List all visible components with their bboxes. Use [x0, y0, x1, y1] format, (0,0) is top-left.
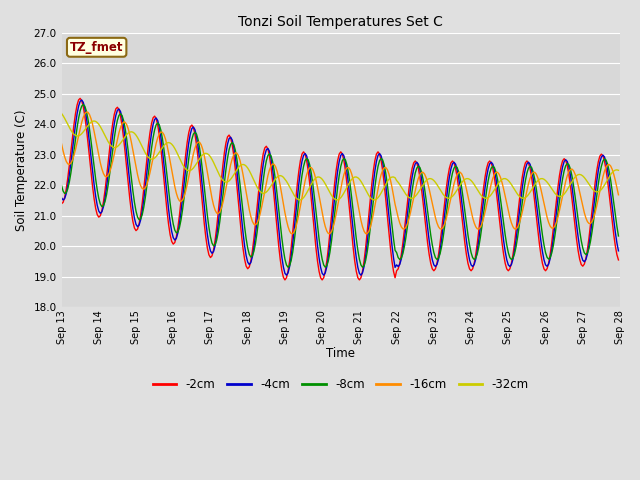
-16cm — [253, 220, 261, 226]
-2cm — [58, 201, 65, 206]
-32cm — [224, 179, 232, 185]
-8cm — [284, 264, 292, 270]
-32cm — [296, 197, 304, 203]
-8cm — [614, 233, 622, 239]
X-axis label: Time: Time — [326, 347, 355, 360]
-4cm — [253, 218, 261, 224]
Line: -4cm: -4cm — [61, 100, 618, 275]
-2cm — [244, 266, 252, 272]
-16cm — [127, 139, 135, 145]
-8cm — [79, 102, 87, 108]
-2cm — [614, 257, 622, 263]
-16cm — [58, 141, 65, 147]
Legend: -2cm, -4cm, -8cm, -16cm, -32cm: -2cm, -4cm, -8cm, -16cm, -32cm — [148, 373, 534, 396]
-32cm — [126, 129, 134, 135]
-8cm — [305, 157, 312, 163]
-32cm — [252, 181, 259, 187]
-2cm — [127, 209, 135, 215]
Line: -8cm: -8cm — [61, 105, 618, 267]
-4cm — [58, 195, 65, 201]
-16cm — [244, 199, 252, 204]
-2cm — [76, 96, 84, 101]
-8cm — [58, 182, 65, 188]
-16cm — [225, 169, 233, 175]
Line: -32cm: -32cm — [61, 113, 618, 200]
-4cm — [305, 159, 312, 165]
-2cm — [253, 204, 261, 210]
-32cm — [58, 110, 65, 116]
-4cm — [614, 248, 622, 254]
-8cm — [253, 230, 261, 236]
Text: TZ_fmet: TZ_fmet — [70, 41, 124, 54]
-4cm — [283, 272, 291, 278]
Line: -2cm: -2cm — [61, 98, 618, 280]
-4cm — [587, 231, 595, 237]
-16cm — [614, 192, 622, 198]
-2cm — [225, 132, 233, 138]
-8cm — [587, 238, 595, 244]
Title: Tonzi Soil Temperatures Set C: Tonzi Soil Temperatures Set C — [238, 15, 444, 29]
-2cm — [587, 222, 595, 228]
-32cm — [614, 168, 622, 173]
-32cm — [585, 181, 593, 187]
-8cm — [244, 245, 252, 251]
-32cm — [243, 163, 250, 169]
Line: -16cm: -16cm — [61, 112, 618, 234]
-4cm — [244, 259, 252, 265]
-32cm — [303, 190, 310, 196]
-2cm — [281, 277, 289, 283]
-4cm — [78, 97, 86, 103]
-16cm — [289, 231, 296, 237]
-16cm — [305, 167, 312, 173]
Y-axis label: Soil Temperature (C): Soil Temperature (C) — [15, 109, 28, 231]
-2cm — [305, 168, 312, 173]
-4cm — [225, 136, 233, 142]
-8cm — [225, 147, 233, 153]
-4cm — [127, 194, 135, 200]
-16cm — [587, 221, 595, 227]
-8cm — [127, 176, 135, 181]
-16cm — [83, 109, 90, 115]
